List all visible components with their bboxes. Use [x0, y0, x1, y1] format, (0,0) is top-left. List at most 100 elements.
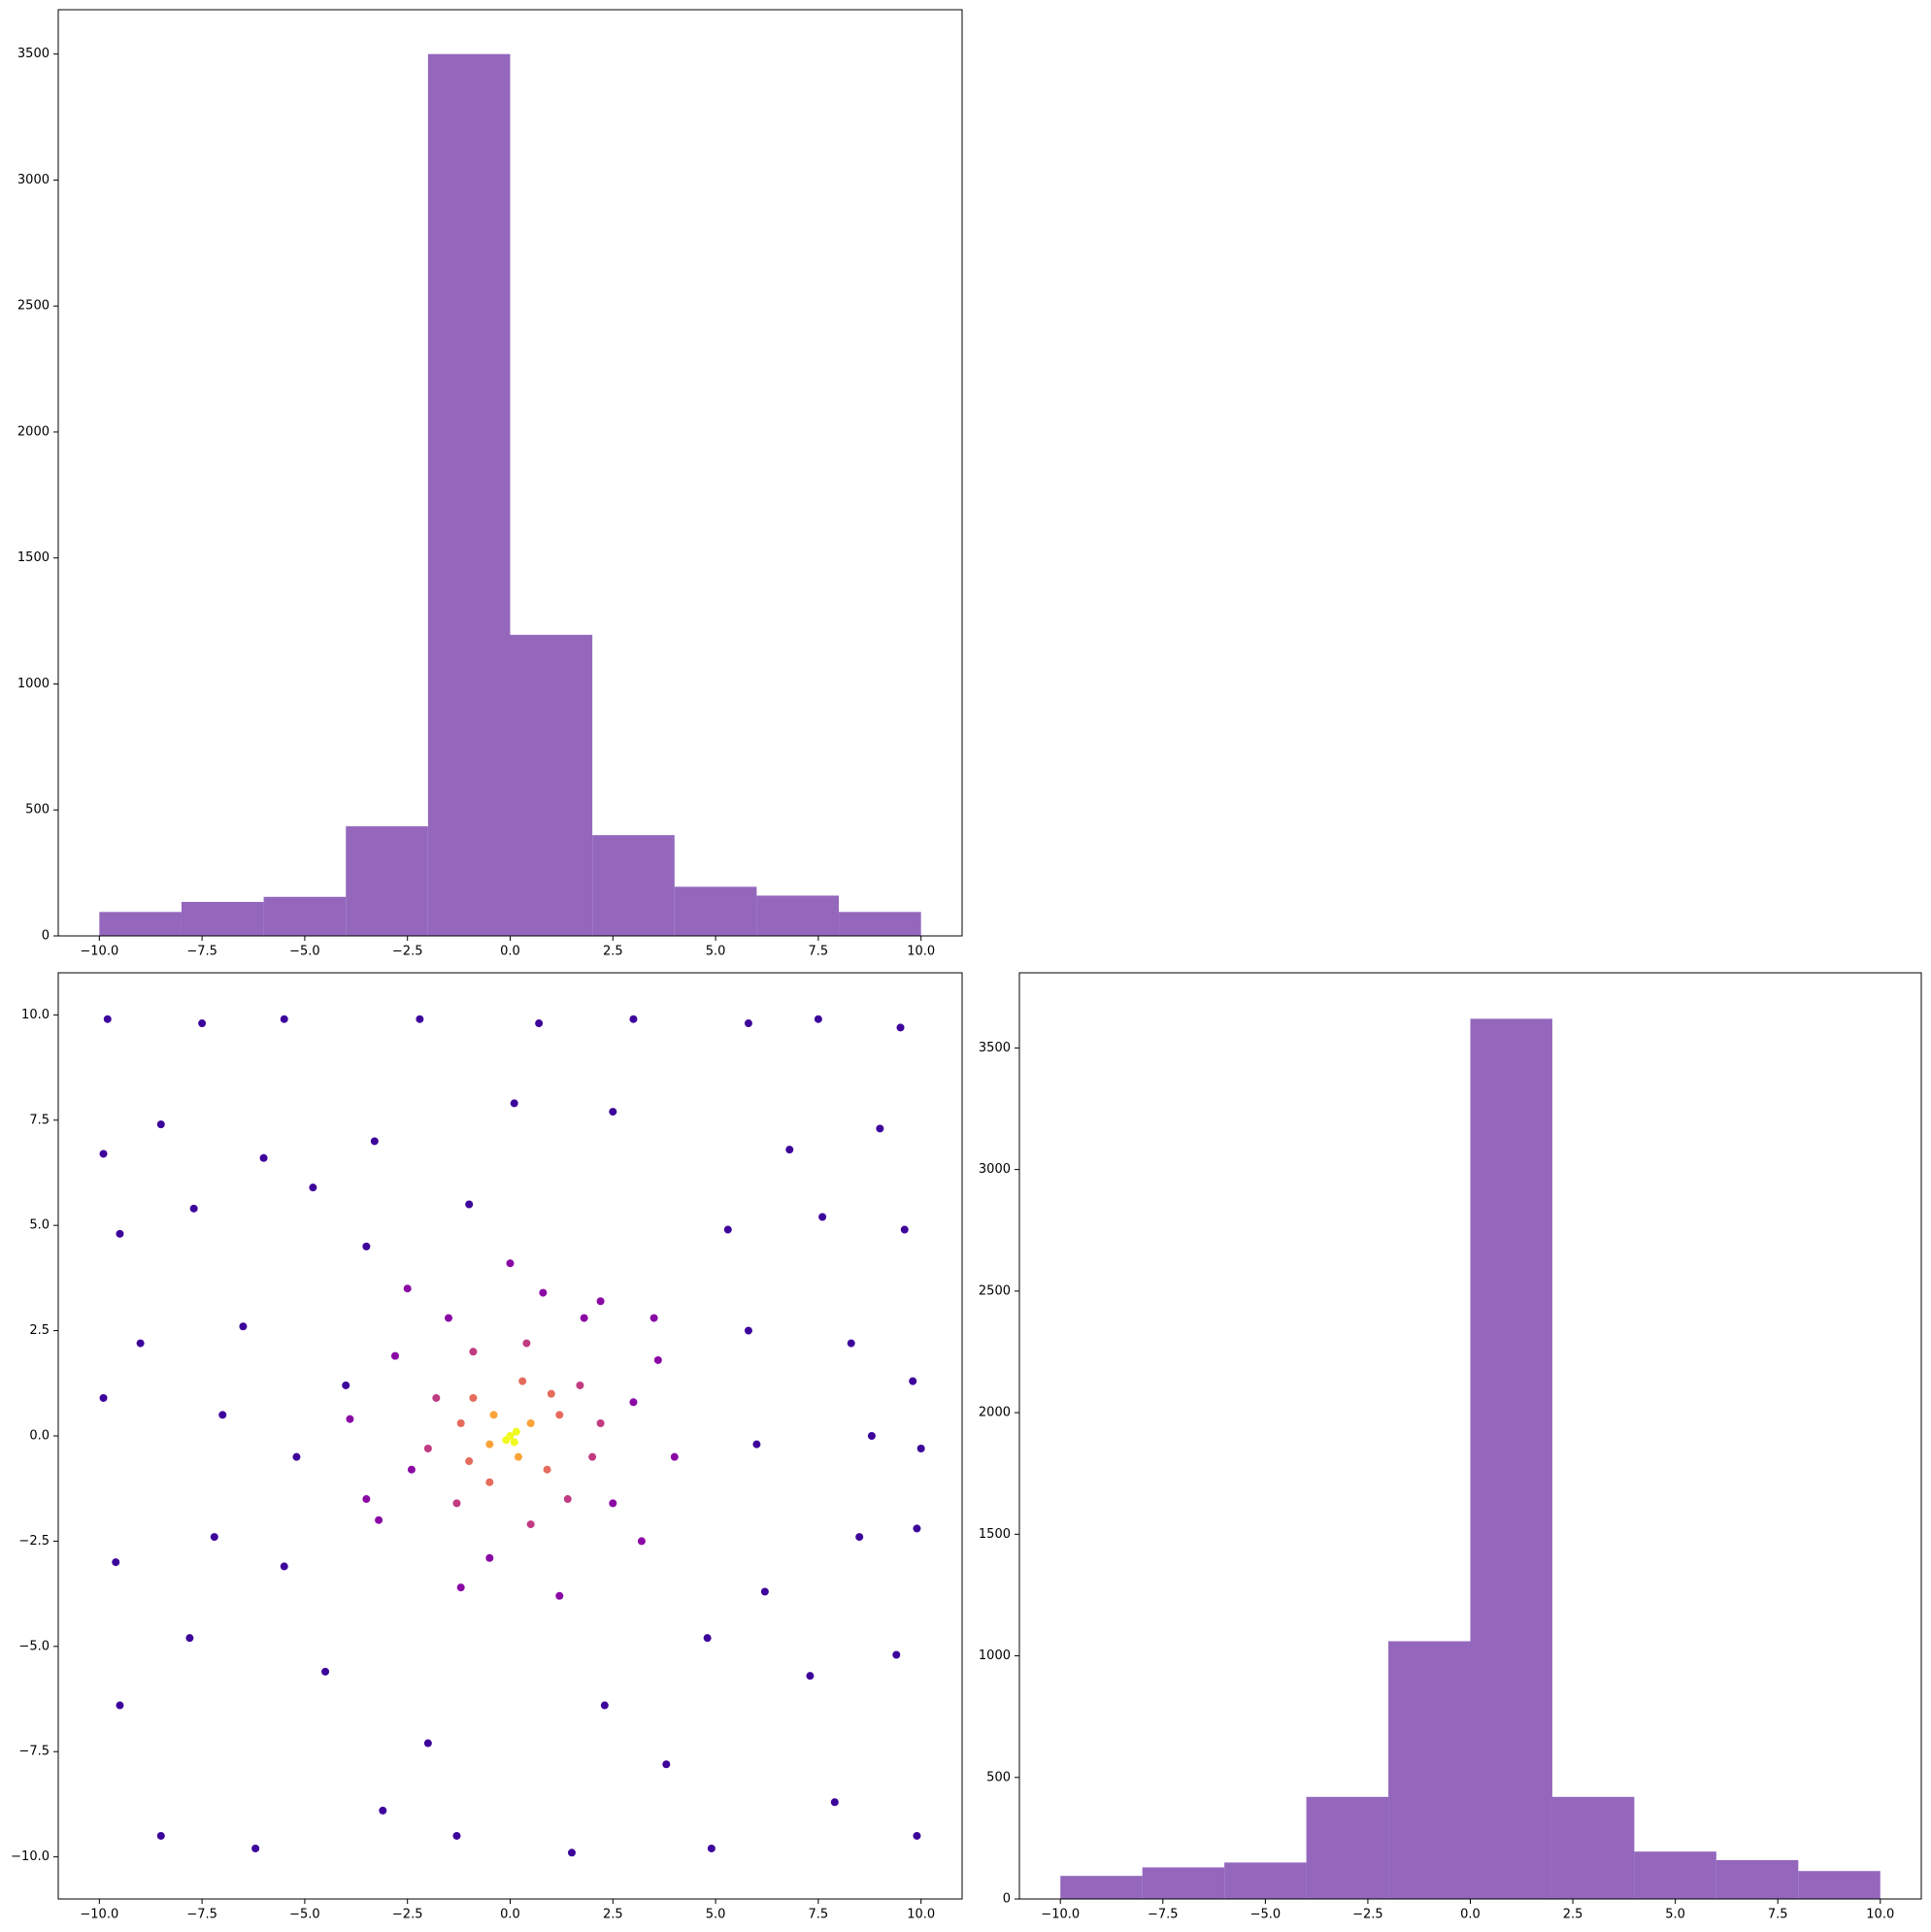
y-tick-label: 3500 [17, 47, 50, 61]
point [156, 1120, 165, 1129]
x-tick-label: −5.0 [289, 945, 320, 959]
point [744, 1019, 752, 1028]
bar [1142, 1867, 1225, 1899]
point [280, 1562, 288, 1571]
point [662, 1760, 671, 1769]
x-tick-label: 5.0 [1665, 1908, 1685, 1922]
point [391, 1351, 400, 1360]
x-tick-label: 2.5 [603, 1908, 623, 1922]
point [539, 1288, 548, 1297]
point [670, 1452, 679, 1461]
point [916, 1445, 925, 1453]
x-tick-label: 0.0 [500, 1908, 520, 1922]
bar [1306, 1796, 1389, 1899]
point [346, 1415, 354, 1423]
point [189, 1204, 198, 1213]
y-tick-label: 2000 [17, 424, 50, 439]
point [510, 1099, 518, 1108]
point [830, 1798, 839, 1807]
bar [1715, 1859, 1799, 1899]
point [867, 1432, 876, 1440]
point [518, 1377, 527, 1385]
bar [427, 53, 511, 937]
x-tick-label: −2.5 [392, 1908, 423, 1922]
point [445, 1314, 453, 1322]
x-tick-label: −10.0 [1041, 1908, 1080, 1922]
subplot: −10.0 −7.5 −5.0 −2.5 0.0 2.5 5.0 7.5 10.0 0 500 100… [17, 9, 963, 959]
point [512, 1427, 520, 1436]
point [653, 1355, 662, 1364]
y-tick-label: 7.5 [29, 1113, 50, 1127]
bar [1388, 1641, 1471, 1899]
y-tick-label: 1000 [979, 1649, 1011, 1663]
point [423, 1445, 432, 1453]
point [818, 1213, 827, 1221]
bar [263, 896, 347, 936]
point [452, 1499, 461, 1508]
point [362, 1242, 371, 1250]
point [485, 1440, 494, 1449]
bar [674, 886, 757, 936]
y-tick-label: 2500 [17, 299, 50, 314]
bar [1224, 1862, 1307, 1899]
point [896, 1023, 905, 1032]
point [596, 1418, 605, 1427]
point [526, 1520, 535, 1529]
point [456, 1583, 465, 1592]
point [563, 1495, 572, 1504]
point [744, 1326, 752, 1335]
point [913, 1524, 921, 1533]
x-tick-label: 2.5 [1563, 1908, 1583, 1922]
point [251, 1844, 260, 1852]
point [629, 1398, 638, 1407]
bar [1470, 1018, 1552, 1899]
x-tick-label: −10.0 [80, 1908, 118, 1922]
point [116, 1701, 124, 1710]
bar [181, 901, 264, 936]
point [218, 1411, 227, 1419]
y-tick-label: 1000 [17, 677, 50, 691]
point [210, 1533, 218, 1542]
y-tick-label: 2000 [979, 1406, 1011, 1420]
point [432, 1393, 441, 1402]
point [136, 1339, 145, 1348]
point [580, 1314, 588, 1322]
bar [1634, 1851, 1716, 1899]
point [99, 1393, 108, 1402]
x-tick-label: 0.0 [1460, 1908, 1481, 1922]
point [588, 1452, 597, 1461]
x-tick-label: 10.0 [907, 945, 935, 959]
bar [1060, 1876, 1143, 1899]
point [416, 1015, 424, 1023]
point [760, 1587, 769, 1596]
point [609, 1108, 617, 1116]
x-tick-label: 0.0 [500, 945, 520, 959]
point [649, 1314, 658, 1322]
point [485, 1478, 494, 1486]
point [510, 1438, 518, 1447]
bar [346, 826, 428, 936]
point [892, 1650, 901, 1659]
point [370, 1137, 379, 1146]
point [723, 1225, 732, 1234]
y-tick-label: 3000 [979, 1162, 1011, 1177]
y-tick-label: 0 [42, 929, 50, 944]
y-tick-label: 2.5 [29, 1323, 50, 1338]
x-tick-label: −5.0 [1250, 1908, 1282, 1922]
bar [756, 895, 840, 936]
point [309, 1183, 317, 1192]
point [469, 1393, 478, 1402]
point [116, 1229, 124, 1238]
y-tick-label: 500 [25, 803, 50, 817]
point [547, 1389, 555, 1398]
subplot: −10.0 −7.5 −5.0 −2.5 0.0 2.5 5.0 7.5 10.0 0 500 100… [979, 972, 1922, 1922]
point [456, 1418, 465, 1427]
y-tick-label: 10.0 [21, 1008, 50, 1022]
bar [839, 912, 921, 936]
y-tick-label: 500 [986, 1770, 1011, 1784]
point [342, 1381, 350, 1389]
point [292, 1452, 301, 1461]
point [596, 1297, 605, 1306]
point [321, 1667, 330, 1676]
